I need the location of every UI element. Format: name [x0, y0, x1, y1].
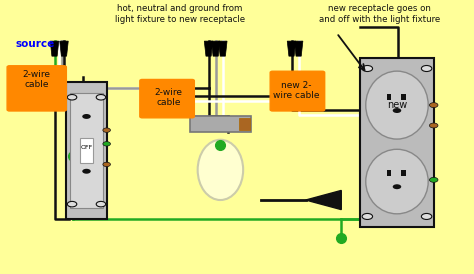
Polygon shape — [306, 190, 341, 210]
Circle shape — [429, 103, 438, 108]
Text: hot, neutral and ground from
light fixture to new receptacle: hot, neutral and ground from light fixtu… — [115, 4, 245, 24]
Polygon shape — [294, 41, 303, 56]
Circle shape — [103, 128, 110, 132]
Ellipse shape — [366, 149, 428, 214]
Circle shape — [429, 177, 438, 182]
Bar — [387, 94, 392, 100]
Circle shape — [392, 108, 401, 113]
Text: source: source — [16, 39, 55, 49]
FancyBboxPatch shape — [7, 66, 66, 111]
Text: new receptacle goes on
and off with the light fixture: new receptacle goes on and off with the … — [319, 4, 440, 24]
Circle shape — [103, 162, 110, 167]
Circle shape — [103, 142, 110, 146]
FancyBboxPatch shape — [270, 71, 325, 111]
Bar — [401, 94, 405, 100]
Text: new 2-
wire cable: new 2- wire cable — [273, 81, 319, 100]
Circle shape — [421, 213, 432, 219]
Bar — [190, 116, 251, 132]
FancyBboxPatch shape — [140, 79, 194, 118]
Bar — [70, 93, 103, 208]
Circle shape — [82, 169, 91, 174]
Text: 2-wire
cable: 2-wire cable — [154, 88, 182, 107]
Circle shape — [67, 95, 77, 100]
Polygon shape — [211, 41, 220, 56]
Polygon shape — [60, 41, 68, 56]
Circle shape — [96, 201, 106, 207]
Text: OFF: OFF — [81, 145, 92, 150]
Circle shape — [362, 65, 373, 72]
Bar — [80, 138, 93, 163]
Polygon shape — [50, 41, 59, 56]
Text: 2-wire
cable: 2-wire cable — [22, 70, 51, 89]
Polygon shape — [219, 41, 227, 56]
Circle shape — [67, 201, 77, 207]
Bar — [360, 58, 434, 227]
Circle shape — [82, 114, 91, 119]
Text: new: new — [387, 100, 407, 110]
Circle shape — [362, 213, 373, 219]
Bar — [66, 82, 107, 219]
Polygon shape — [204, 41, 213, 56]
Circle shape — [96, 95, 106, 100]
Circle shape — [392, 184, 401, 189]
Circle shape — [429, 123, 438, 128]
Bar — [387, 170, 392, 176]
Bar — [401, 170, 405, 176]
Ellipse shape — [198, 140, 243, 200]
Ellipse shape — [366, 71, 428, 139]
Circle shape — [421, 65, 432, 72]
Bar — [239, 118, 250, 130]
Polygon shape — [287, 41, 296, 56]
